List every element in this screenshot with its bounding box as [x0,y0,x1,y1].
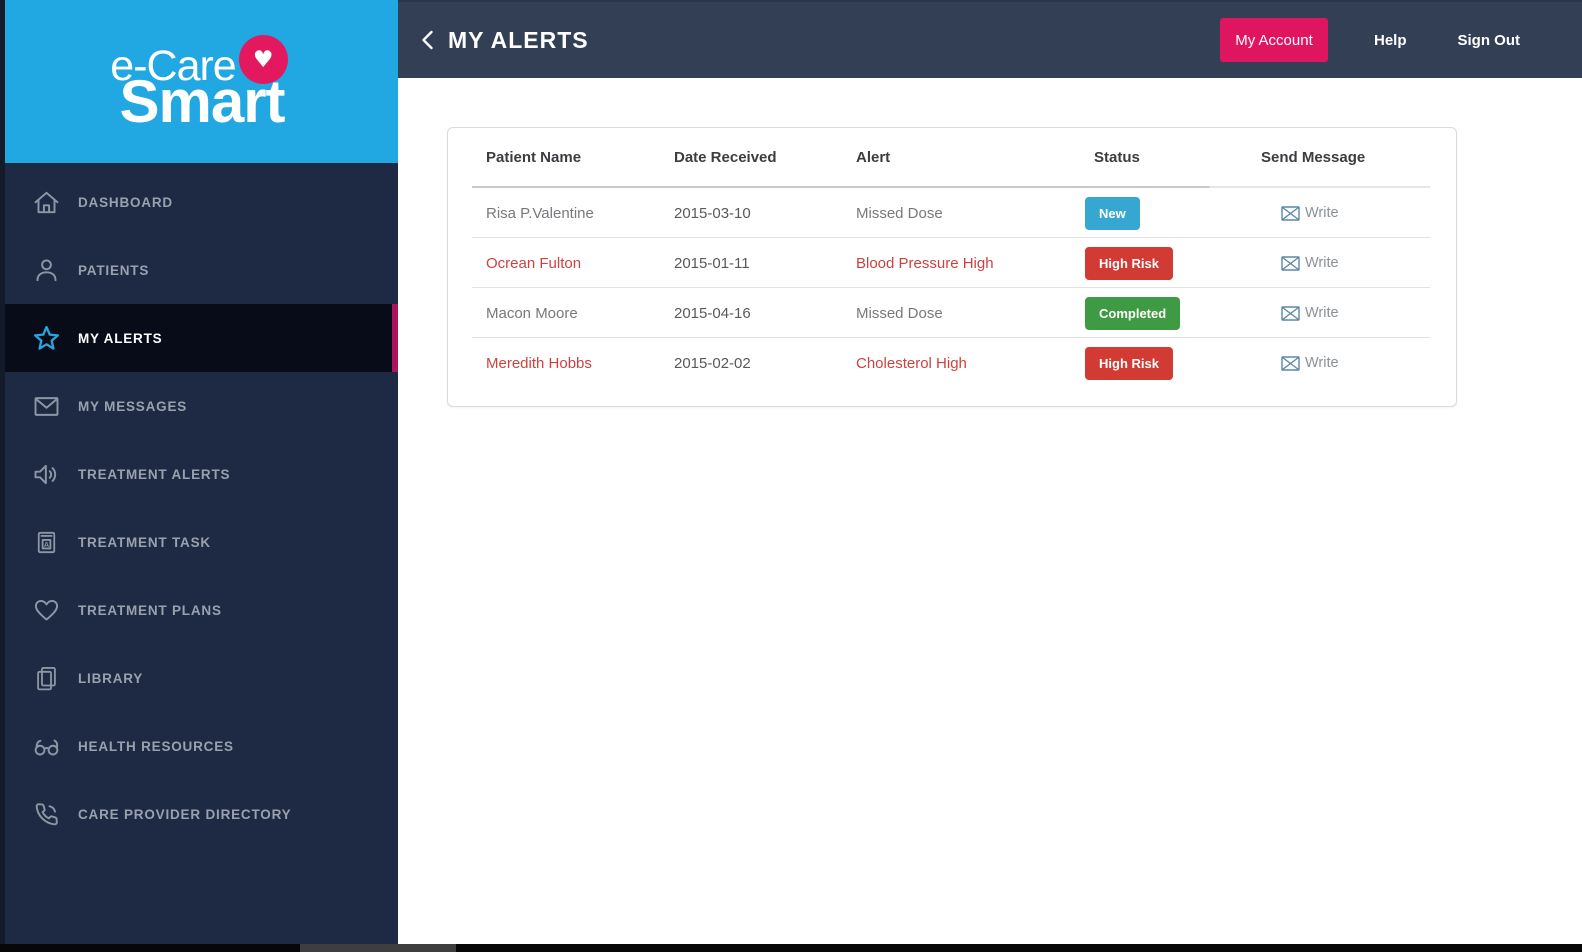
envelope-icon [1281,255,1300,271]
book-icon: A [29,525,63,559]
column-header-status: Status [1094,148,1140,166]
date-received-cell: 2015-02-02 [674,354,751,372]
main-content: Patient Name Date Received Alert Status … [398,78,1582,944]
alerts-table-card: Patient Name Date Received Alert Status … [447,127,1457,407]
sidebar-item-treatment-plans[interactable]: TREATMENT PLANS [0,576,398,644]
brand-heart-badge: ♥ [238,35,288,84]
date-received-cell: 2015-04-16 [674,304,751,322]
home-icon [29,185,63,219]
column-header-alert: Alert [856,148,891,166]
svg-text:A: A [43,539,49,548]
table-header-divider [472,186,1430,188]
alert-cell: Blood Pressure High [856,254,994,272]
horizontal-scrollbar[interactable] [0,944,1582,952]
date-received-cell: 2015-03-10 [674,204,751,222]
status-badge: New [1085,196,1140,230]
sidebar-item-library[interactable]: LIBRARY [0,644,398,712]
help-link[interactable]: Help [1373,31,1407,49]
sidebar-item-health-resources[interactable]: HEALTH RESOURCES [0,712,398,780]
column-header-date-received: Date Received [674,148,777,166]
write-message-link[interactable]: Write [1281,355,1426,371]
megaphone-icon [29,457,63,491]
sidebar: e-Care ♥ Smart DASHBOARD PATIENTS MY ALE… [0,0,398,944]
window-left-border [0,0,5,944]
status-badge: Completed [1085,296,1181,330]
sidebar-item-patients[interactable]: PATIENTS [0,236,398,304]
sidebar-item-my-messages[interactable]: MY MESSAGES [0,372,398,440]
table-header-row: Patient Name Date Received Alert Status … [448,128,1456,186]
date-received-cell: 2015-01-11 [674,254,750,272]
table-row: Risa P.Valentine 2015-03-10 Missed Dose … [448,188,1456,238]
patient-name-cell: Macon Moore [486,304,578,322]
patient-name-cell: Ocrean Fulton [486,254,582,272]
envelope-icon [1281,205,1300,221]
write-message-link[interactable]: Write [1281,205,1426,221]
page-title: MY ALERTS [448,26,589,53]
brand-name-line1: e-Care [110,42,236,90]
heart-icon [29,593,63,627]
phone-icon [29,797,63,831]
back-chevron-icon[interactable] [414,25,440,55]
heart-icon: ♥ [252,46,274,73]
status-badge: High Risk [1085,346,1173,380]
envelope-icon [1281,305,1300,321]
sidebar-item-treatment-alerts[interactable]: TREATMENT ALERTS [0,440,398,508]
user-icon [29,253,63,287]
alert-cell: Cholesterol High [856,354,967,372]
sidebar-item-care-provider-directory[interactable]: CARE PROVIDER DIRECTORY [0,780,398,848]
star-icon [29,321,63,355]
sidebar-item-treatment-task[interactable]: A TREATMENT TASK [0,508,398,576]
write-message-link[interactable]: Write [1281,255,1426,271]
column-header-send-message: Send Message [1261,148,1366,166]
sidebar-item-dashboard[interactable]: DASHBOARD [0,168,398,236]
column-header-patient-name: Patient Name [486,148,582,166]
alert-cell: Missed Dose [856,304,943,322]
envelope-icon [1281,355,1300,371]
table-row: Ocrean Fulton 2015-01-11 Blood Pressure … [448,238,1456,288]
sidebar-item-my-alerts[interactable]: MY ALERTS [0,304,398,372]
my-account-button[interactable]: My Account [1219,18,1328,62]
status-badge: High Risk [1085,246,1173,280]
patient-name-cell: Meredith Hobbs [486,354,592,372]
sidebar-menu: DASHBOARD PATIENTS MY ALERTS MY MESSAGES… [0,163,398,848]
write-message-link[interactable]: Write [1281,305,1426,321]
table-row: Meredith Hobbs 2015-02-02 Cholesterol Hi… [448,338,1456,388]
patient-name-cell: Risa P.Valentine [486,204,594,222]
sign-out-link[interactable]: Sign Out [1457,31,1521,49]
table-body: Risa P.Valentine 2015-03-10 Missed Dose … [448,188,1456,388]
brand-name-line2: Smart [119,68,285,135]
glasses-icon [29,729,63,763]
brand-logo: e-Care ♥ Smart [0,0,398,163]
library-icon [29,661,63,695]
mail-icon [29,389,63,423]
scrollbar-thumb[interactable] [300,944,456,952]
page-header: MY ALERTS My Account Help Sign Out [398,0,1582,78]
table-row: Macon Moore 2015-04-16 Missed Dose Compl… [448,288,1456,338]
alert-cell: Missed Dose [856,204,943,222]
